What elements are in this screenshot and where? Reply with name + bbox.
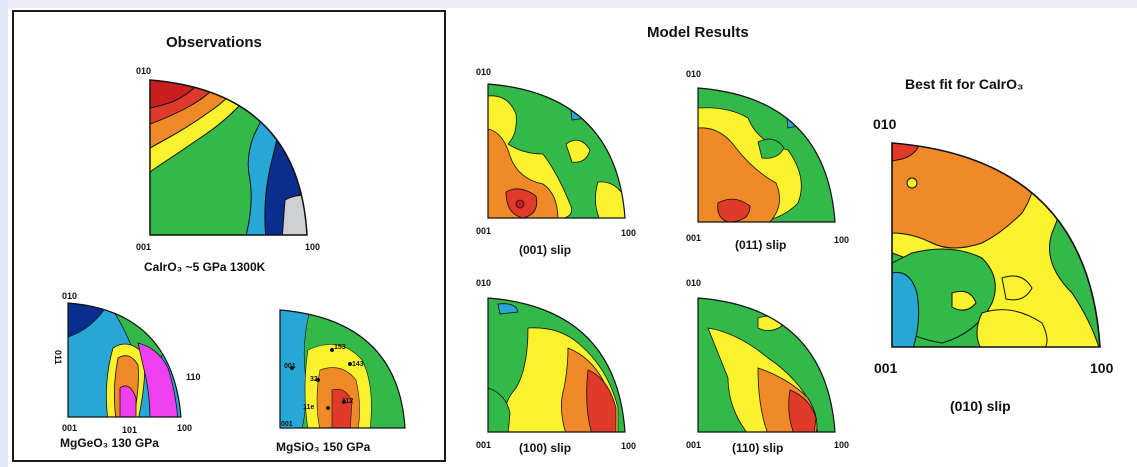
model-110-pole-figure [697, 297, 836, 433]
best-fit-title: Best fit for CaIrO₃ [905, 76, 1024, 92]
obs-main-left-label: 001 [136, 242, 152, 252]
model-001-orange-main [488, 128, 559, 218]
mggeo3-magenta [137, 342, 179, 417]
model-001-outline [487, 83, 626, 219]
obs-main-right-label: 100 [305, 242, 321, 252]
obs-main-gray-corner [281, 194, 307, 235]
obs-main-caption: CaIrO₃ ~5 GPa 1300K [144, 260, 266, 274]
model-110-right-label: 100 [834, 440, 850, 450]
model-001-yellow-spot [565, 139, 591, 163]
obs-main-top-label: 010 [136, 66, 152, 76]
model-110-red-main [788, 389, 817, 432]
mgsio3-red [331, 388, 353, 428]
mggeo3-mid-label: 101 [122, 425, 138, 435]
best-fit-yellow-dot [906, 177, 918, 189]
model-100-right-label: 100 [621, 441, 637, 451]
model-100-caption: (100) slip [519, 441, 572, 455]
model-001-left-label: 001 [476, 226, 492, 236]
model-110-yellow-spot [757, 315, 783, 331]
model-011-pole-figure [697, 87, 836, 223]
model-011-caption: (011) slip [735, 238, 787, 252]
best-fit-left-label: 001 [874, 360, 898, 376]
model-011-outline [697, 87, 836, 223]
mgsio3-cyan [280, 310, 311, 428]
model-110-left-label: 001 [686, 440, 702, 450]
mgsio3-marker-6 [342, 400, 346, 404]
best-fit-yellow-bottom [976, 309, 1048, 347]
mgsio3-caption: MgSiO₃ 150 GPa [276, 440, 371, 454]
model-011-orange-main [698, 127, 780, 222]
left-frame-strip [0, 0, 8, 467]
model-001-right-label: 100 [621, 228, 637, 238]
mgsio3-annotation-6: 112 [342, 398, 354, 405]
mgsio3-outline [279, 309, 406, 429]
model-100-outline [487, 297, 626, 433]
mggeo3-left-label: 001 [62, 423, 78, 433]
model-100-pole-figure [487, 297, 626, 433]
mggeo3-edge-label: 110 [186, 372, 201, 382]
model-110-caption: (110) slip [732, 441, 784, 455]
mgsio3-annotation-1: 153 [334, 344, 346, 351]
mgsio3-marker-3 [290, 366, 294, 370]
mgsio3-annotation-2: 143 [352, 361, 364, 368]
mgsio3-pole-figure [279, 309, 406, 429]
model-100-green-left [488, 387, 511, 432]
model-100-top-label: 010 [476, 278, 492, 288]
model-001-pole-figure [487, 83, 626, 219]
model-100-left-label: 001 [476, 440, 492, 450]
mggeo3-caption: MgGeO₃ 130 GPa [60, 436, 159, 450]
model-100-red-main [586, 369, 617, 432]
best-fit-yellow-spot-1 [1001, 275, 1033, 301]
mgsio3-annotation-7: 001 [281, 421, 293, 428]
mgsio3-annotation-3: 001 [284, 363, 296, 370]
mggeo3-outline [67, 302, 182, 418]
mggeo3-side-label: 011 [53, 350, 63, 365]
observations-title: Observations [166, 34, 262, 51]
mgsio3-annotation-5: 11e [303, 404, 315, 411]
model-001-top-label: 010 [476, 67, 492, 77]
best-fit-yellow-spot-2 [951, 290, 977, 311]
model-001-dark-red-dot [515, 199, 525, 209]
top-frame-strip [0, 0, 1137, 8]
best-fit-top-label: 010 [873, 116, 897, 132]
model-110-outline [697, 297, 836, 433]
model-001-yellow-edge [595, 181, 625, 218]
model-011-red-spot [717, 198, 751, 222]
mgsio3-marker-1 [330, 348, 334, 352]
mggeo3-right-label: 100 [177, 423, 193, 433]
mggeo3-pole-figure [67, 302, 182, 418]
mgsio3-annotation-4: 32 [310, 376, 318, 383]
mgsio3-marker-4 [316, 378, 320, 382]
model-110-top-label: 010 [686, 278, 702, 288]
model-results-title: Model Results [647, 24, 749, 41]
best-fit-outline [891, 142, 1101, 348]
best-fit-right-label: 100 [1090, 360, 1114, 376]
model-011-top-label: 010 [686, 69, 702, 79]
best-fit-pole-figure [891, 142, 1101, 348]
model-011-right-label: 100 [834, 235, 850, 245]
obs-main-outline [149, 79, 308, 236]
mggeo3-top-label: 010 [62, 291, 78, 301]
obs-main-pole-figure [149, 79, 308, 236]
model-001-caption: (001) slip [519, 243, 572, 257]
mgsio3-marker-5 [326, 406, 330, 410]
mggeo3-magenta-mid [119, 385, 137, 417]
mgsio3-marker-2 [348, 362, 352, 366]
best-fit-caption: (010) slip [950, 398, 1011, 414]
model-011-left-label: 001 [686, 233, 702, 243]
model-100-cyan-top [497, 303, 519, 315]
model-011-green-spot [757, 138, 785, 159]
